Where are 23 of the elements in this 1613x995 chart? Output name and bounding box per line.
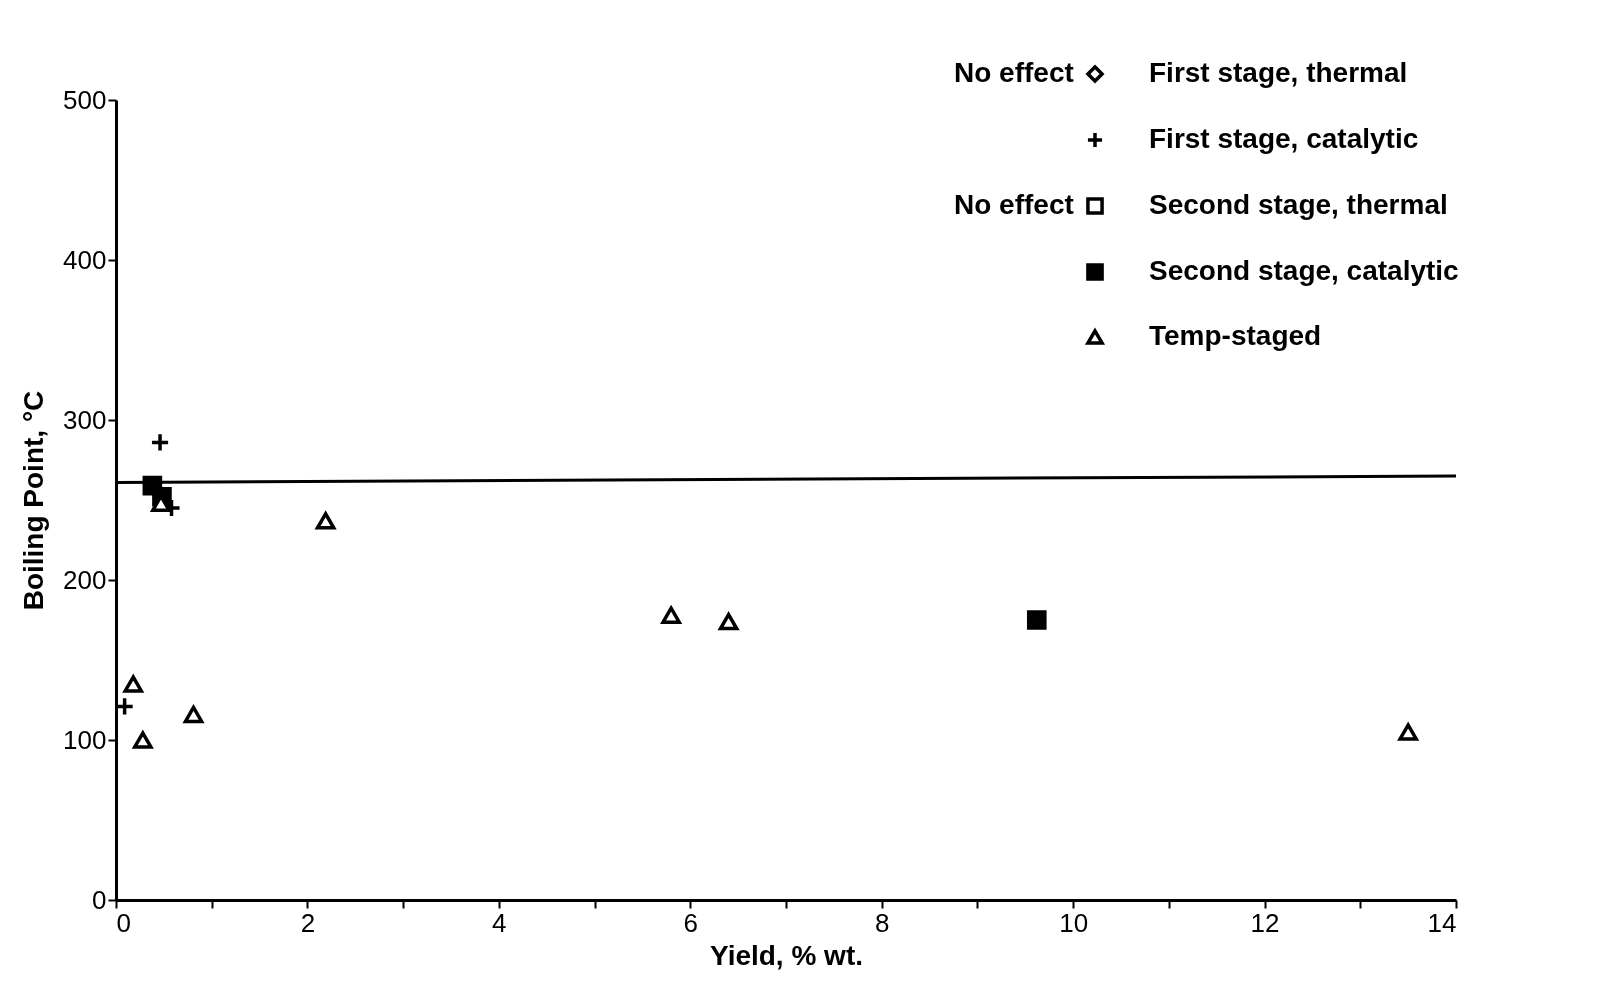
x-tick-label: 6 bbox=[683, 907, 699, 938]
x-tick-label: 8 bbox=[874, 907, 890, 938]
x-tick-label: 10 bbox=[1059, 907, 1089, 938]
x-tick-label: 2 bbox=[300, 907, 316, 938]
y-axis-title: Boiling Point, °C bbox=[18, 390, 50, 611]
legend-label: Second stage, catalytic bbox=[1149, 255, 1459, 286]
x-axis-title: Yield, % wt. bbox=[710, 939, 863, 971]
x-tick-label: 12 bbox=[1250, 907, 1280, 938]
x-tick-label: 0 bbox=[116, 907, 131, 938]
y-tick-label: 0 bbox=[92, 884, 107, 915]
y-tick-label: 400 bbox=[63, 244, 107, 275]
y-tick-label: 100 bbox=[63, 724, 107, 755]
legend-label: Second stage, thermal bbox=[1149, 189, 1448, 220]
annotation: No effect bbox=[954, 188, 1074, 221]
text: No effect bbox=[954, 56, 1074, 89]
legend-label: First stage, catalytic bbox=[1149, 123, 1419, 154]
x-tick-label: 14 bbox=[1427, 907, 1457, 938]
x-tick-label: 4 bbox=[492, 907, 507, 938]
legend-label: Temp-staged bbox=[1149, 320, 1322, 351]
y-tick-label: 300 bbox=[63, 404, 107, 435]
y-tick-label: 500 bbox=[63, 84, 107, 115]
legend-label: First stage, thermal bbox=[1149, 57, 1408, 88]
y-tick-label: 200 bbox=[63, 564, 107, 595]
